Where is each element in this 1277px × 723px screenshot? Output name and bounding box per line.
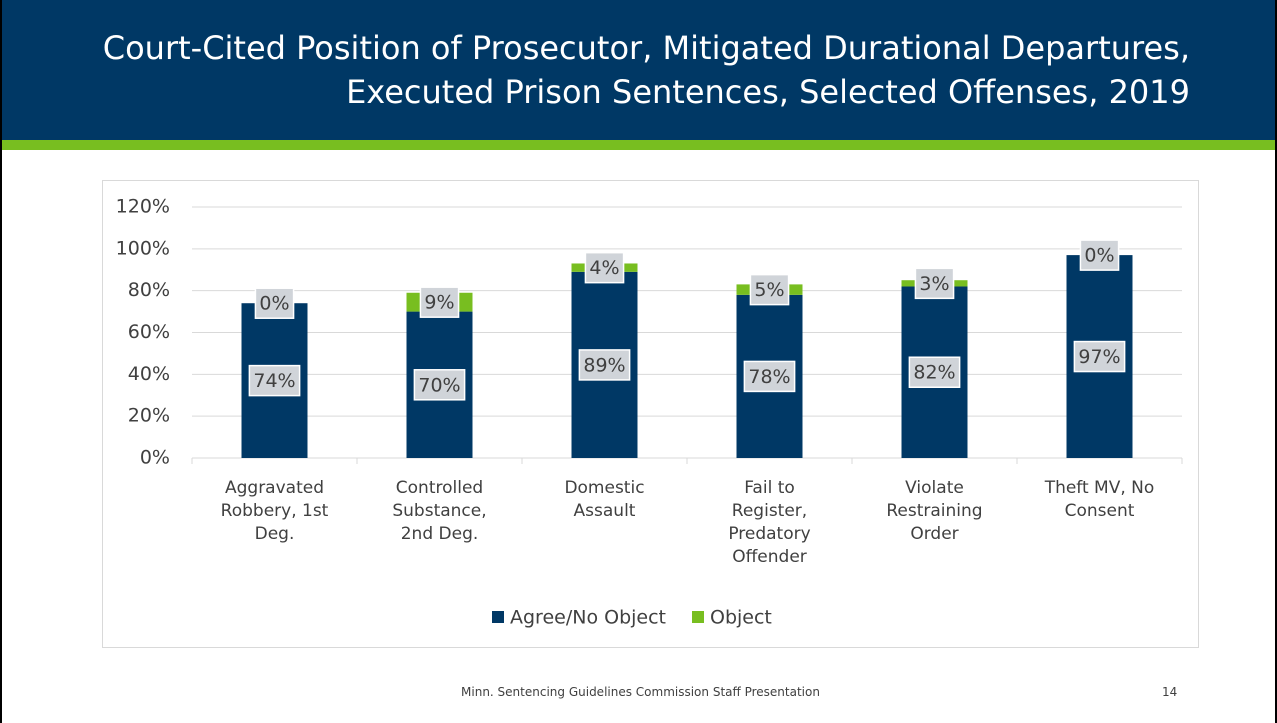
- data-label-box: [914, 267, 955, 300]
- data-label: 78%: [748, 366, 790, 388]
- y-tick-label: 100%: [116, 237, 170, 259]
- y-tick-label: 60%: [128, 321, 170, 343]
- data-label-box: [419, 286, 460, 318]
- data-label: 0%: [259, 293, 289, 315]
- slide-title: Court-Cited Position of Prosecutor, Miti…: [102, 29, 1190, 111]
- x-tick-label: Theft MV, No Consent: [1044, 478, 1155, 521]
- data-label: 82%: [913, 362, 955, 384]
- footer-text: Minn. Sentencing Guidelines Commission S…: [461, 685, 820, 699]
- header-band: [2, 0, 1275, 140]
- legend-swatch: [692, 611, 704, 623]
- data-label: 3%: [919, 273, 949, 295]
- y-tick-label: 40%: [128, 363, 170, 385]
- data-label: 4%: [589, 257, 619, 279]
- data-label-box: [578, 349, 631, 381]
- x-tick-label: Aggravated Robbery, 1st Deg.: [220, 478, 329, 544]
- data-label-box: [749, 273, 790, 306]
- legend-label: Object: [710, 607, 772, 629]
- data-label: 89%: [583, 354, 625, 376]
- data-label-box: [413, 369, 466, 401]
- legend-swatch: [492, 611, 504, 623]
- x-tick-label: Controlled Substance, 2nd Deg.: [392, 478, 487, 544]
- x-tick-label: Domestic Assault: [564, 478, 645, 521]
- data-label: 9%: [424, 292, 454, 314]
- data-label-box: [1079, 239, 1120, 271]
- data-label-box: [248, 364, 301, 397]
- data-label-box: [743, 360, 796, 393]
- data-label-box: [908, 356, 961, 388]
- data-label: 70%: [418, 374, 460, 396]
- page-number: 14: [1162, 685, 1178, 699]
- data-label: 5%: [754, 279, 784, 301]
- data-label-box: [254, 287, 295, 319]
- y-tick-label: 120%: [116, 196, 170, 218]
- y-tick-label: 80%: [128, 279, 170, 301]
- data-label-box: [584, 251, 625, 284]
- data-label: 97%: [1078, 346, 1120, 368]
- data-label-box: [1073, 340, 1126, 373]
- legend-label: Agree/No Object: [510, 607, 666, 629]
- y-tick-label: 20%: [128, 405, 170, 427]
- chart-frame: [102, 180, 1199, 648]
- data-label: 74%: [253, 370, 295, 392]
- y-tick-label: 0%: [140, 447, 170, 469]
- x-tick-label: Fail to Register, Predatory Offender: [728, 478, 811, 567]
- data-label: 0%: [1084, 245, 1114, 267]
- header-stripe: [2, 140, 1275, 150]
- x-tick-label: Violate Restraining Order: [886, 478, 983, 544]
